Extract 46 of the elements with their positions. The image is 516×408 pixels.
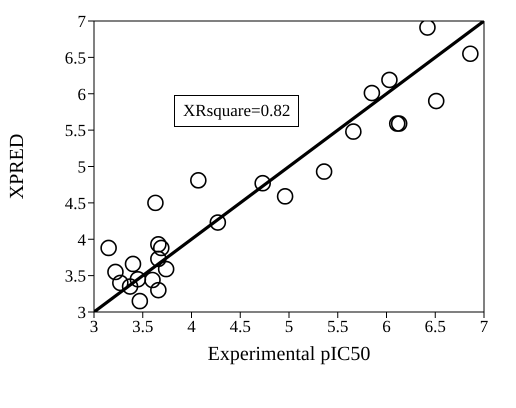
point xyxy=(364,84,380,102)
y-tick-label: 4.5 xyxy=(64,194,86,213)
point xyxy=(462,45,479,62)
point xyxy=(100,240,117,256)
point xyxy=(124,256,142,272)
point xyxy=(130,270,146,288)
point xyxy=(190,172,207,189)
x-tick-label: 5 xyxy=(284,317,294,336)
point xyxy=(122,278,138,295)
x-tick-label: 4.5 xyxy=(230,317,251,336)
y-tick-label: 5.5 xyxy=(64,121,86,140)
x-tick-label: 4 xyxy=(187,317,196,336)
point xyxy=(158,260,174,278)
y-axis-title: XPRED xyxy=(6,134,28,200)
x-tick-label: 6.5 xyxy=(424,317,446,336)
point xyxy=(345,123,362,140)
point xyxy=(428,92,445,110)
point xyxy=(150,282,167,298)
point xyxy=(316,163,332,180)
y-tick-label: 7 xyxy=(78,12,86,32)
point xyxy=(144,272,161,288)
point xyxy=(112,274,129,292)
y-tick-label: 3 xyxy=(78,303,86,322)
annotation: XRsquare=0.82 xyxy=(174,95,300,127)
point xyxy=(147,194,164,212)
y-tick-label: 6 xyxy=(78,84,86,104)
point xyxy=(132,292,148,310)
point xyxy=(419,21,436,36)
y-tick-label: 4 xyxy=(78,230,86,250)
x-tick-label: 6 xyxy=(382,317,391,336)
x-tick-label: 5.5 xyxy=(327,317,348,336)
point xyxy=(150,236,167,253)
point xyxy=(150,250,167,268)
point xyxy=(381,72,398,88)
y-tick-label: 6.5 xyxy=(64,48,86,68)
point xyxy=(107,264,124,280)
point xyxy=(152,240,170,256)
point xyxy=(276,188,294,205)
x-axis-title: Experimental pIC50 xyxy=(208,343,370,366)
point xyxy=(210,214,226,231)
y-tick-label: 3.5 xyxy=(64,266,86,286)
x-tick-label: 3 xyxy=(90,317,98,336)
point xyxy=(254,174,271,192)
y-tick-label: 5 xyxy=(78,158,86,177)
x-tick-label: 7 xyxy=(480,317,489,336)
x-tick-label: 3.5 xyxy=(132,317,154,336)
